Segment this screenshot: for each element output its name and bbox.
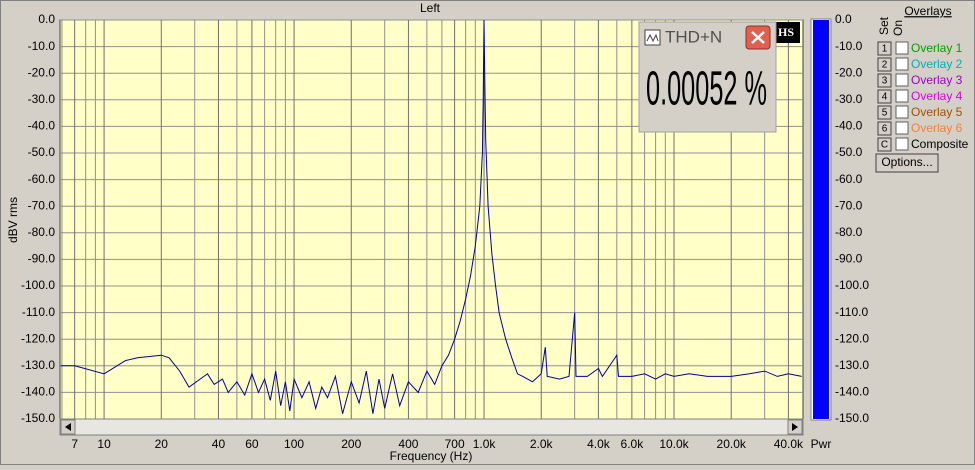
- x-tick-label: 1.0k: [473, 437, 497, 451]
- set-button[interactable]: [877, 41, 892, 56]
- set-label: Set: [877, 16, 891, 35]
- thd-value: 0.00052 %: [646, 63, 767, 116]
- y-tick-label: -150.0: [21, 411, 55, 425]
- x-tick-label: 6.0k: [621, 437, 645, 451]
- y-tick-label: -20.0: [28, 65, 56, 79]
- meter-tick-label: -80.0: [835, 225, 863, 239]
- y-tick-label: -50.0: [28, 145, 56, 159]
- set-button-text: 1: [882, 44, 888, 55]
- logo-text: HS: [778, 25, 794, 39]
- x-tick-label: 20: [155, 437, 169, 451]
- x-tick-label: 40: [212, 437, 226, 451]
- meter-tick-label: -90.0: [835, 252, 863, 266]
- x-axis-label: Frequency (Hz): [390, 449, 473, 463]
- meter-label: Pwr: [811, 437, 832, 451]
- y-tick-label: -100.0: [21, 278, 55, 292]
- meter-tick-label: -120.0: [835, 331, 869, 345]
- scrollbar[interactable]: [59, 418, 804, 436]
- x-tick-label: 4.0k: [587, 437, 611, 451]
- y-tick-label: -140.0: [21, 385, 55, 399]
- chart-title: Left: [420, 1, 441, 15]
- close-icon: [751, 31, 765, 44]
- set-button[interactable]: [877, 73, 892, 88]
- set-button[interactable]: [877, 121, 892, 136]
- set-button-text: 4: [882, 92, 888, 103]
- checkbox[interactable]: [895, 137, 909, 151]
- x-tick-label: 40.0k: [774, 437, 804, 451]
- meter-tick-label: -150.0: [835, 411, 869, 425]
- x-tick-label: 100: [284, 437, 304, 451]
- meter-tick-label: -130.0: [835, 358, 869, 372]
- meter-tick-label: -40.0: [835, 119, 863, 133]
- x-tick-label: 200: [341, 437, 361, 451]
- meter-tick-label: -20.0: [835, 65, 863, 79]
- overlay-label: Overlay 1: [911, 41, 963, 55]
- meter-tick-label: -110.0: [835, 305, 868, 319]
- set-button[interactable]: [877, 105, 892, 120]
- checkbox[interactable]: [895, 73, 909, 87]
- y-tick-label: 0.0: [38, 12, 55, 26]
- set-button-text: C: [881, 140, 888, 151]
- x-tick-label: 60: [245, 437, 259, 451]
- y-axis-label: dBV rms: [6, 197, 20, 243]
- meter-tick-label: -50.0: [835, 145, 863, 159]
- checkbox[interactable]: [895, 121, 909, 135]
- x-tick-label: 10.0k: [659, 437, 689, 451]
- logo: [770, 22, 800, 43]
- checkbox[interactable]: [895, 41, 909, 55]
- checkbox[interactable]: [895, 105, 909, 119]
- y-tick-label: -40.0: [28, 119, 56, 133]
- y-tick-label: -10.0: [28, 39, 56, 53]
- overlay-label: Overlay 5: [911, 105, 963, 119]
- arrow-icon: [65, 423, 71, 431]
- meter-tick-label: -10.0: [835, 39, 863, 53]
- x-tick-label: 700: [445, 437, 465, 451]
- options-button-text: Options...: [881, 155, 932, 169]
- x-tick-label: 400: [398, 437, 418, 451]
- overlays-heading: Overlays: [904, 4, 951, 18]
- overlay-label: Overlay 6: [911, 121, 963, 135]
- on-label: On: [891, 20, 905, 36]
- panel-icon-wave: [646, 33, 659, 43]
- options-button[interactable]: [875, 153, 939, 173]
- y-tick-label: -30.0: [28, 92, 56, 106]
- meter-tick-label: -60.0: [835, 172, 863, 186]
- x-tick-label: 2.0k: [530, 437, 554, 451]
- x-tick-label: 7: [71, 437, 78, 451]
- spectrum-line: [60, 19, 802, 414]
- meter-tick-label: 0.0: [835, 12, 852, 26]
- set-button-text: 6: [882, 124, 888, 135]
- set-button-text: 5: [882, 108, 888, 119]
- y-tick-label: -70.0: [28, 198, 56, 212]
- x-tick-label: 10: [97, 437, 111, 451]
- thd-title: THD+N: [665, 27, 722, 46]
- set-button-text: 2: [882, 60, 888, 71]
- meter-bar: [813, 20, 829, 419]
- x-tick-label: 20.0k: [717, 437, 747, 451]
- set-button[interactable]: [877, 137, 892, 152]
- overlay-label: Overlay 2: [911, 57, 963, 71]
- y-tick-label: -60.0: [28, 172, 56, 186]
- checkbox[interactable]: [895, 89, 909, 103]
- set-button-text: 3: [882, 76, 888, 87]
- set-button[interactable]: [877, 57, 892, 72]
- overlay-label: Overlay 3: [911, 73, 963, 87]
- checkbox[interactable]: [895, 57, 909, 71]
- panel-icon: [644, 29, 661, 46]
- meter-tick-label: -100.0: [835, 278, 869, 292]
- set-button[interactable]: [877, 89, 892, 104]
- y-tick-label: -110.0: [22, 305, 55, 319]
- y-tick-label: -80.0: [28, 225, 56, 239]
- overlay-label: Composite: [911, 137, 969, 151]
- meter-tick-label: -140.0: [835, 385, 869, 399]
- meter-tick-label: -70.0: [835, 198, 863, 212]
- overlay-label: Overlay 4: [911, 89, 963, 103]
- y-tick-label: -130.0: [21, 358, 55, 372]
- meter-tick-label: -30.0: [835, 92, 863, 106]
- y-tick-label: -120.0: [21, 331, 55, 345]
- arrow-icon: [792, 423, 798, 431]
- y-tick-label: -90.0: [28, 252, 56, 266]
